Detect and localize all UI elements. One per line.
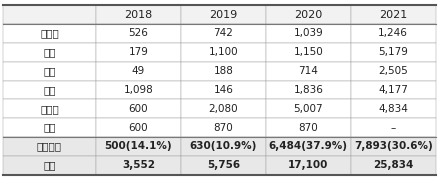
Bar <box>96 81 181 99</box>
Bar <box>351 24 435 43</box>
Text: 6,484(37.9%): 6,484(37.9%) <box>269 141 348 151</box>
Text: 630(10.9%): 630(10.9%) <box>190 141 257 151</box>
Bar <box>3 5 96 24</box>
Bar <box>3 99 96 118</box>
Bar <box>96 24 181 43</box>
Bar <box>181 43 266 62</box>
Bar <box>181 118 266 137</box>
Bar <box>3 156 96 175</box>
Bar <box>266 24 351 43</box>
Text: 1,100: 1,100 <box>209 47 238 57</box>
Text: 1,150: 1,150 <box>293 47 323 57</box>
Bar <box>351 137 435 156</box>
Text: 1,836: 1,836 <box>293 85 323 95</box>
Bar <box>351 5 435 24</box>
Bar <box>266 43 351 62</box>
Text: 4,834: 4,834 <box>378 104 408 114</box>
Bar <box>96 118 181 137</box>
Text: 산학: 산학 <box>43 85 56 95</box>
Text: 1,039: 1,039 <box>293 28 323 38</box>
Text: 500(14.1%): 500(14.1%) <box>105 141 172 151</box>
Bar <box>266 5 351 24</box>
Bar <box>96 99 181 118</box>
Text: 2021: 2021 <box>379 9 408 20</box>
Bar <box>96 5 181 24</box>
Bar <box>96 137 181 156</box>
Bar <box>181 5 266 24</box>
Text: 146: 146 <box>214 85 233 95</box>
Bar <box>351 43 435 62</box>
Text: 3,552: 3,552 <box>122 160 155 170</box>
Bar <box>181 24 266 43</box>
Bar <box>3 62 96 81</box>
Text: 5,179: 5,179 <box>378 47 408 57</box>
Bar <box>351 156 435 175</box>
Text: 1,246: 1,246 <box>378 28 408 38</box>
Bar <box>3 118 96 137</box>
Bar <box>351 81 435 99</box>
Text: 합계: 합계 <box>43 160 56 170</box>
Text: 526: 526 <box>128 28 148 38</box>
Bar <box>96 43 181 62</box>
Text: 2,080: 2,080 <box>209 104 238 114</box>
Text: 1,098: 1,098 <box>124 85 153 95</box>
Bar <box>181 156 266 175</box>
Text: 산학연: 산학연 <box>40 104 59 114</box>
Text: 49: 49 <box>132 66 145 76</box>
Text: 742: 742 <box>214 28 233 38</box>
Text: 5,007: 5,007 <box>294 104 323 114</box>
Bar <box>3 81 96 99</box>
Text: 2020: 2020 <box>294 9 323 20</box>
Bar <box>3 43 96 62</box>
Bar <box>266 137 351 156</box>
Bar <box>181 137 266 156</box>
Text: 2018: 2018 <box>124 9 152 20</box>
Text: 7,893(30.6%): 7,893(30.6%) <box>354 141 433 151</box>
Bar <box>266 62 351 81</box>
Text: 4,177: 4,177 <box>378 85 408 95</box>
Text: 협력없음: 협력없음 <box>37 141 62 151</box>
Text: 5,756: 5,756 <box>207 160 240 170</box>
Bar <box>181 81 266 99</box>
Bar <box>181 62 266 81</box>
Text: 600: 600 <box>128 104 148 114</box>
Text: 870: 870 <box>214 123 233 133</box>
Bar <box>181 99 266 118</box>
Bar <box>266 99 351 118</box>
Bar <box>351 99 435 118</box>
Text: 학연: 학연 <box>43 123 56 133</box>
Text: 188: 188 <box>214 66 233 76</box>
Text: 25,834: 25,834 <box>373 160 413 170</box>
Text: 714: 714 <box>299 66 318 76</box>
Text: 산기타: 산기타 <box>40 28 59 38</box>
Text: 2019: 2019 <box>209 9 237 20</box>
Text: 2,505: 2,505 <box>378 66 408 76</box>
Bar <box>351 62 435 81</box>
Bar <box>3 24 96 43</box>
Bar <box>351 118 435 137</box>
Text: 600: 600 <box>128 123 148 133</box>
Text: 17,100: 17,100 <box>288 160 329 170</box>
Text: 179: 179 <box>128 47 148 57</box>
Text: 산연: 산연 <box>43 66 56 76</box>
Bar <box>96 156 181 175</box>
Bar <box>266 118 351 137</box>
Text: –: – <box>391 123 396 133</box>
Bar <box>266 81 351 99</box>
Bar <box>3 137 96 156</box>
Bar <box>266 156 351 175</box>
Text: 870: 870 <box>299 123 318 133</box>
Text: 산산: 산산 <box>43 47 56 57</box>
Bar <box>96 62 181 81</box>
